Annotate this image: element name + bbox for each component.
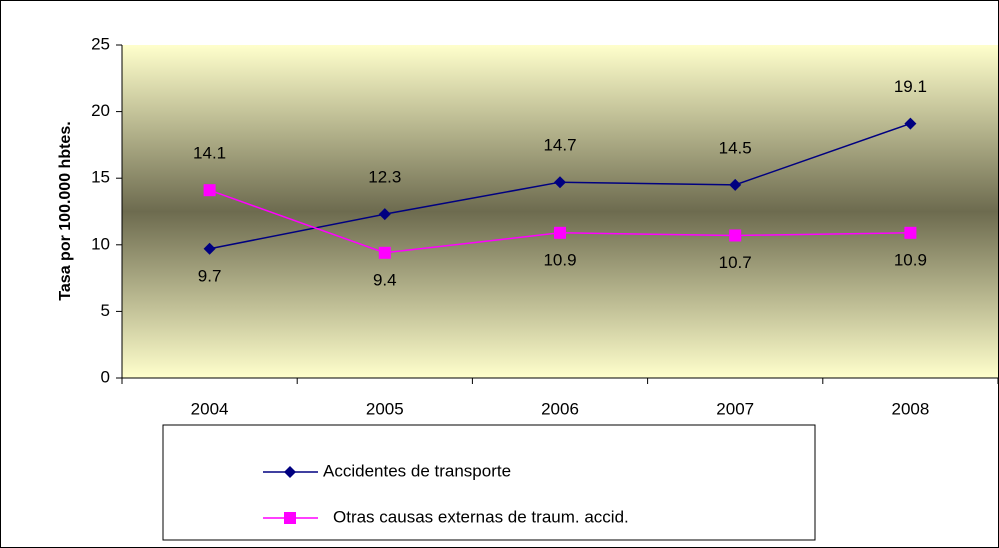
data-label: 10.9 — [543, 250, 576, 269]
data-label: 19.1 — [894, 77, 927, 96]
data-label: 14.1 — [193, 144, 226, 163]
x-tick-label: 2004 — [191, 399, 229, 418]
legend-label: Otras causas externas de traum. accid. — [333, 507, 629, 526]
y-tick-label: 5 — [101, 301, 110, 320]
data-label: 9.4 — [373, 270, 397, 289]
legend — [162, 424, 816, 541]
x-tick-label: 2006 — [541, 399, 579, 418]
marker — [904, 226, 917, 239]
y-tick-label: 20 — [91, 101, 110, 120]
marker — [203, 184, 216, 197]
data-label: 12.3 — [368, 168, 401, 187]
y-axis-title: Tasa por 100.000 hbtes. — [57, 121, 74, 300]
data-label: 10.9 — [894, 250, 927, 269]
marker — [284, 512, 296, 524]
marker — [378, 246, 391, 259]
x-tick-label: 2007 — [716, 399, 754, 418]
marker — [729, 229, 742, 242]
marker — [554, 176, 566, 189]
marker — [729, 178, 742, 191]
marker — [378, 208, 391, 221]
x-tick-label: 2005 — [366, 399, 404, 418]
marker — [554, 226, 566, 239]
legend-label: Accidentes de transporte — [323, 461, 511, 480]
plot-area — [122, 45, 998, 378]
marker — [203, 242, 216, 255]
data-label: 9.7 — [198, 266, 222, 285]
y-tick-label: 15 — [91, 168, 110, 187]
data-label: 14.7 — [543, 136, 576, 155]
x-tick-label: 2008 — [891, 399, 929, 418]
y-tick-label: 10 — [91, 234, 110, 253]
marker — [284, 466, 296, 478]
marker — [904, 117, 917, 130]
y-tick-label: 0 — [101, 367, 110, 386]
data-label: 10.7 — [719, 253, 752, 272]
y-tick-label: 25 — [91, 34, 110, 53]
data-label: 14.5 — [719, 138, 752, 157]
